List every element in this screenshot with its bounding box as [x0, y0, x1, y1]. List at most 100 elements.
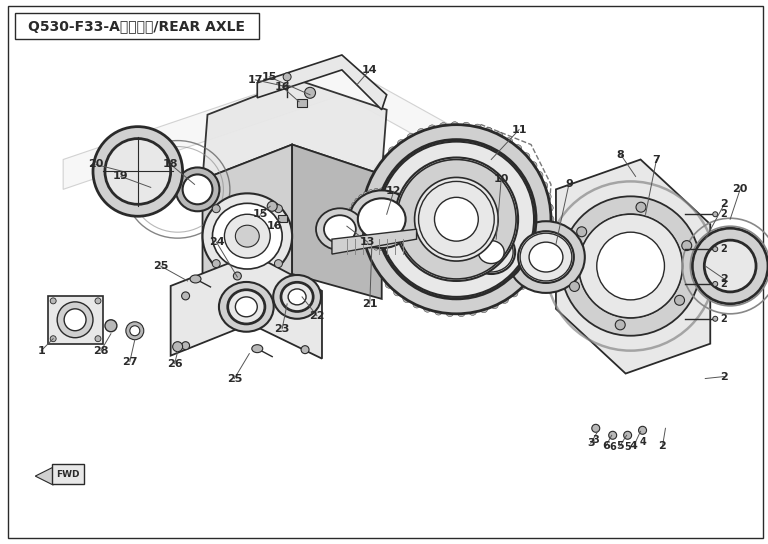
Text: 19: 19 [113, 171, 129, 182]
Circle shape [457, 308, 465, 317]
Circle shape [435, 307, 442, 315]
Circle shape [369, 174, 376, 182]
Circle shape [374, 188, 379, 193]
Polygon shape [63, 65, 521, 194]
Text: 24: 24 [209, 237, 224, 247]
Text: 2: 2 [659, 441, 667, 451]
Polygon shape [35, 467, 71, 485]
Circle shape [363, 191, 369, 197]
Ellipse shape [324, 215, 356, 243]
Circle shape [363, 242, 369, 247]
Circle shape [404, 198, 409, 203]
Ellipse shape [203, 193, 292, 279]
Circle shape [212, 205, 220, 213]
Circle shape [362, 125, 551, 314]
Polygon shape [257, 55, 387, 110]
Circle shape [181, 342, 190, 350]
Circle shape [462, 122, 470, 130]
Text: 17: 17 [247, 75, 263, 85]
Circle shape [359, 195, 364, 200]
Circle shape [93, 127, 183, 217]
Text: 25: 25 [227, 374, 242, 384]
Circle shape [377, 140, 536, 299]
Text: 20: 20 [733, 184, 748, 194]
Circle shape [638, 426, 647, 434]
Text: 23: 23 [274, 324, 290, 334]
Text: 6: 6 [602, 441, 610, 451]
Circle shape [366, 252, 374, 260]
Circle shape [369, 190, 373, 195]
Circle shape [542, 243, 550, 251]
Circle shape [713, 316, 718, 322]
Circle shape [561, 196, 700, 336]
Circle shape [396, 159, 516, 279]
Text: 11: 11 [511, 125, 527, 134]
Circle shape [385, 245, 389, 250]
Polygon shape [332, 229, 416, 254]
Ellipse shape [224, 214, 270, 258]
Circle shape [417, 128, 425, 137]
Circle shape [379, 141, 534, 297]
Circle shape [579, 214, 683, 318]
Text: 2: 2 [720, 279, 727, 289]
Text: 15: 15 [262, 72, 277, 82]
Circle shape [446, 308, 454, 317]
Circle shape [615, 320, 625, 330]
Ellipse shape [190, 275, 201, 283]
Circle shape [538, 254, 546, 261]
Circle shape [411, 217, 416, 222]
Circle shape [173, 342, 183, 351]
Ellipse shape [227, 289, 265, 324]
Text: 16: 16 [266, 221, 282, 231]
Circle shape [704, 240, 756, 292]
Circle shape [597, 232, 664, 300]
Circle shape [360, 230, 368, 238]
Ellipse shape [478, 240, 504, 263]
Circle shape [349, 207, 354, 212]
Circle shape [529, 162, 537, 170]
Ellipse shape [529, 242, 563, 272]
Circle shape [546, 220, 554, 228]
Circle shape [713, 212, 718, 217]
Text: 28: 28 [93, 345, 109, 356]
Circle shape [359, 239, 364, 244]
Circle shape [274, 205, 283, 213]
Polygon shape [556, 159, 710, 374]
Circle shape [674, 295, 684, 305]
Circle shape [485, 127, 492, 135]
Circle shape [369, 244, 373, 249]
Circle shape [546, 215, 554, 223]
Circle shape [609, 431, 617, 439]
Circle shape [105, 320, 117, 332]
Text: 2: 2 [720, 372, 728, 381]
Circle shape [65, 309, 86, 331]
Circle shape [212, 259, 220, 268]
Circle shape [364, 185, 372, 193]
Text: 15: 15 [253, 209, 268, 219]
Circle shape [347, 217, 353, 222]
Circle shape [419, 181, 495, 257]
Circle shape [374, 164, 382, 172]
Text: 5: 5 [624, 442, 631, 452]
Circle shape [535, 171, 543, 180]
Text: 22: 22 [310, 311, 325, 321]
Circle shape [379, 188, 384, 193]
Circle shape [409, 227, 414, 232]
Text: 12: 12 [386, 187, 402, 196]
Text: 16: 16 [274, 82, 290, 92]
Circle shape [355, 236, 359, 240]
Circle shape [533, 263, 541, 271]
Circle shape [379, 246, 384, 251]
Text: 4: 4 [639, 437, 646, 447]
Ellipse shape [235, 297, 257, 317]
Circle shape [396, 191, 400, 197]
Text: 20: 20 [88, 159, 104, 170]
Circle shape [402, 295, 411, 302]
Circle shape [624, 431, 631, 439]
Text: 3: 3 [592, 435, 599, 445]
Circle shape [361, 196, 369, 204]
Circle shape [283, 73, 291, 81]
Bar [15, 13, 260, 39]
Circle shape [505, 138, 513, 146]
Text: 14: 14 [362, 65, 378, 75]
